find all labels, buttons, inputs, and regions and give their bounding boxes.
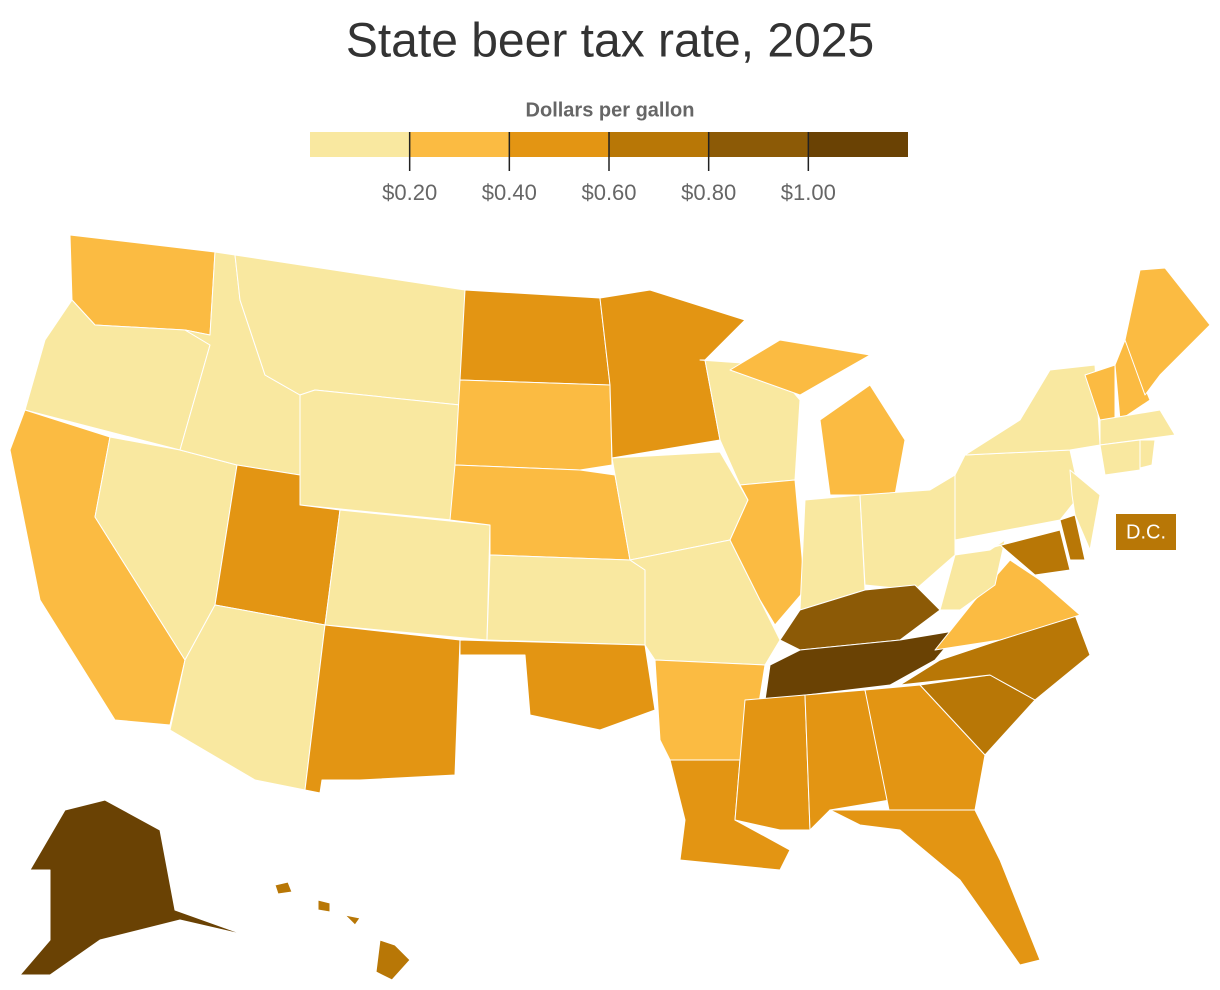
legend-swatch [409,132,510,157]
legend-tick-label: $0.80 [681,180,736,205]
state [804,689,891,831]
legend: $0.20 $0.40 $0.60 $0.80 $1.00 [310,132,908,205]
state [19,799,246,976]
state [734,694,811,831]
state [69,234,216,336]
legend-swatch [708,132,809,157]
dc-box [1116,514,1176,550]
legend-swatch [310,132,410,157]
state [274,881,411,981]
state [454,379,613,471]
state [459,289,611,386]
state [989,529,1071,576]
state [1059,514,1086,561]
legend-tick-label: $1.00 [781,180,836,205]
state [324,509,491,641]
state [964,364,1101,456]
state [729,479,806,626]
state [1114,339,1151,421]
state [486,554,646,646]
state [1124,267,1211,396]
state [939,539,1006,611]
state [304,624,461,794]
state [299,389,461,521]
state [729,339,906,496]
state [934,559,1081,651]
state [1099,439,1141,476]
state [1139,439,1156,469]
legend-swatch [808,132,908,157]
legend-title: Dollars per gallon [526,99,695,121]
state [459,639,656,731]
state [864,684,986,816]
legend-swatch [609,132,709,157]
dc-label: D.C. [1126,521,1166,543]
state [899,614,1091,701]
legend-tick-label: $0.40 [482,180,537,205]
map-title: State beer tax rate, 2025 [346,15,874,68]
state [1069,469,1101,551]
state [1099,409,1176,446]
legend-tick-label: $0.20 [382,180,437,205]
legend-swatch [509,132,609,157]
states [9,234,1211,981]
state [829,809,1041,966]
legend-tick-label: $0.60 [581,180,636,205]
